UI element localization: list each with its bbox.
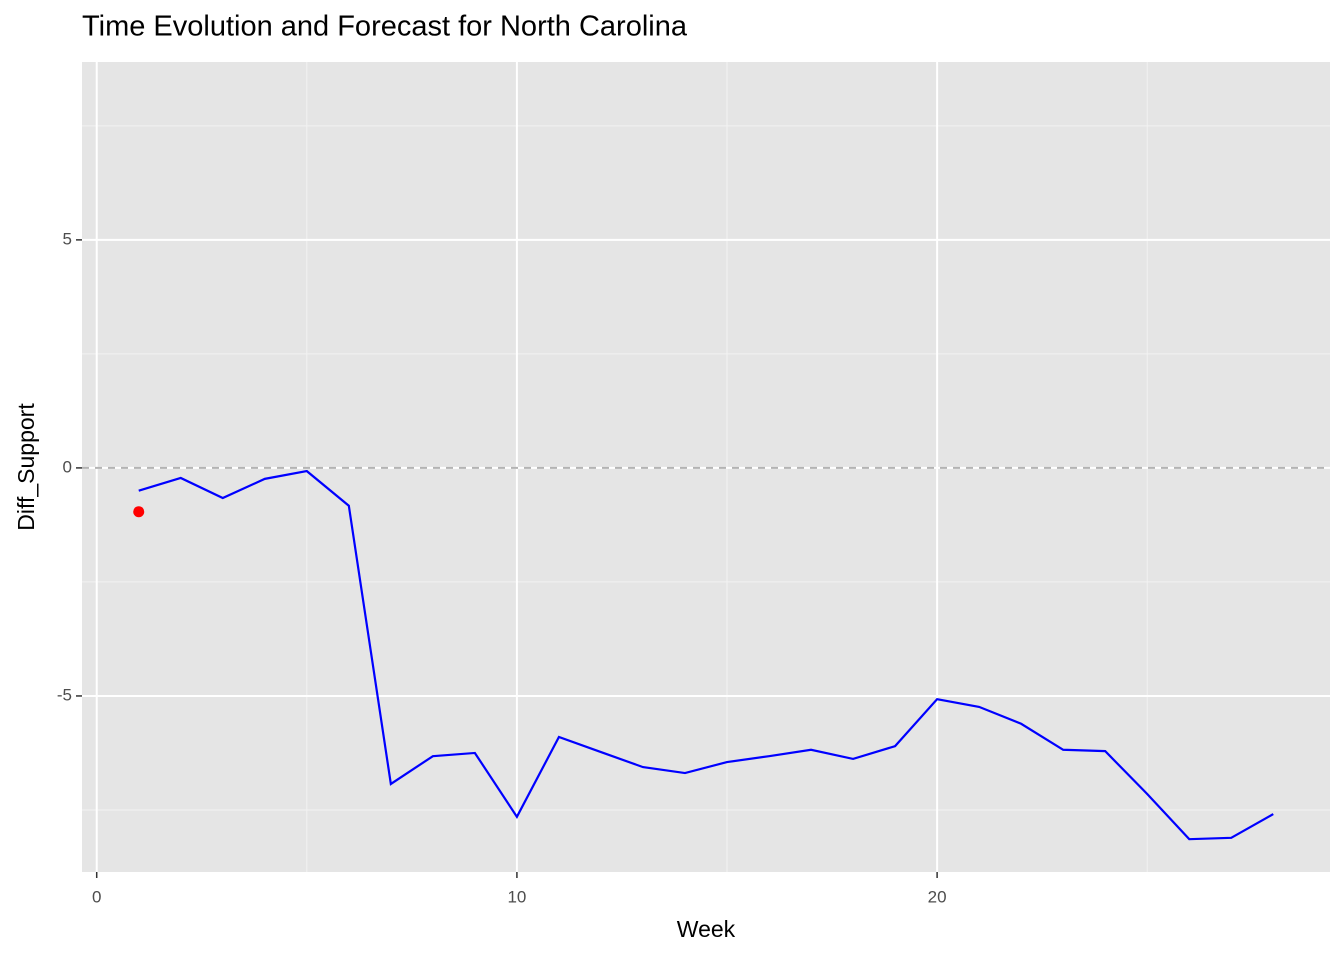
y-axis-title: Diff_Support bbox=[13, 403, 39, 531]
y-tick-label: 0 bbox=[63, 457, 72, 476]
x-tick-label: 0 bbox=[92, 887, 101, 906]
x-axis-title: Week bbox=[677, 916, 736, 942]
y-tick-label: -5 bbox=[57, 685, 72, 704]
data-point bbox=[133, 506, 145, 518]
y-tick-label: 5 bbox=[63, 229, 72, 248]
x-tick-label: 20 bbox=[928, 887, 947, 906]
chart-title: Time Evolution and Forecast for North Ca… bbox=[82, 11, 688, 43]
x-tick-label: 10 bbox=[507, 887, 526, 906]
data-line bbox=[138, 469, 1274, 841]
